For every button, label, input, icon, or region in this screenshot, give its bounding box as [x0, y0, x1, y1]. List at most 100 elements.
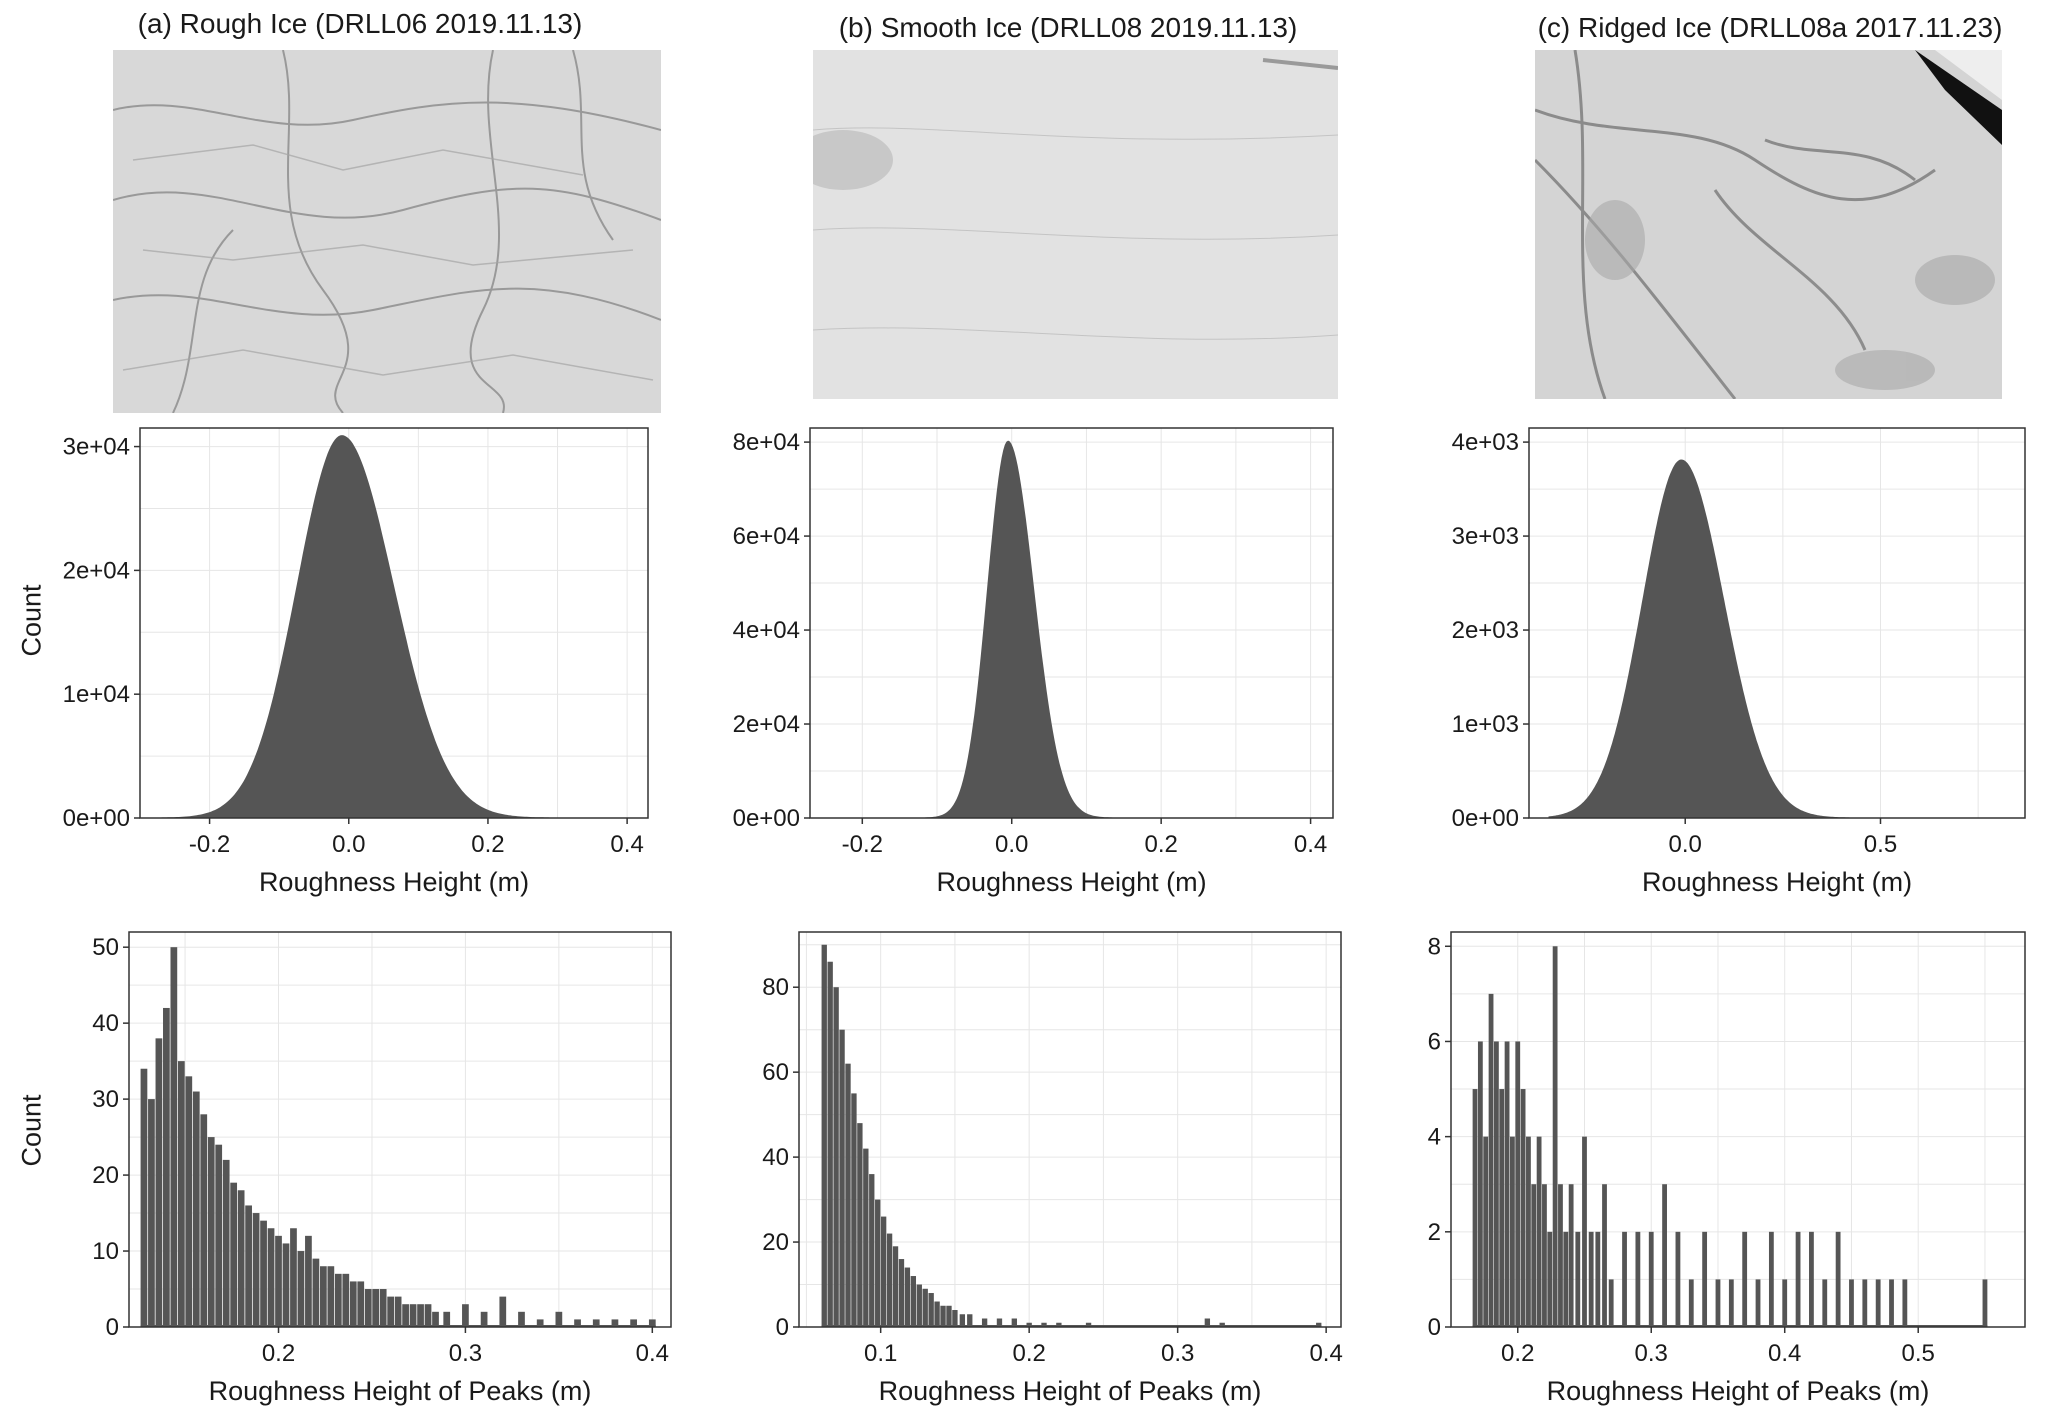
peak-hist-b-x-tick-label: 0.2	[1012, 1340, 1045, 1367]
peak-hist-b-bar	[839, 1029, 845, 1327]
peak-hist-c-bar	[1483, 1136, 1489, 1327]
peak-hist-a-plot: 0.2 0.3 0.4 0 10 20 30 40 50 Roughness Height of …	[92, 931, 672, 1406]
height-hist-c-y-tick-label: 3e+03	[1452, 523, 1519, 550]
peak-hist-c-bar	[1575, 1231, 1581, 1327]
peak-hist-c-bar	[1536, 1136, 1542, 1327]
peak-hist-a-bar	[630, 1319, 637, 1327]
peak-hist-c-bar	[1662, 1184, 1667, 1327]
peak-hist-c-bar	[1608, 1279, 1614, 1327]
peak-hist-a-bar	[462, 1304, 469, 1327]
peak-hist-b-bar	[827, 961, 833, 1327]
height-hist-b-plot: -0.2 0.0 0.2 0.4 0e+00 2e+04 4e+04 6e+04 8e+04 Ro…	[733, 427, 1334, 897]
height-hist-c-x-tick-label: 0.0	[1669, 831, 1702, 858]
peak-hist-c-bar	[1755, 1279, 1761, 1327]
height-hist-c-plot: 0.0 0.5 0e+00 1e+03 2e+03 3e+03 4e+03 Roughness…	[1452, 427, 2026, 897]
peak-hist-c-bar	[1728, 1279, 1734, 1327]
peak-hist-c-bar	[1835, 1231, 1841, 1327]
peak-hist-c-bar	[1558, 1184, 1563, 1327]
height-hist-c-y-tick-label: 4e+03	[1452, 429, 1519, 456]
peak-hist-c-bar	[1499, 1089, 1505, 1327]
peak-hist-a-y-tick-label: 40	[92, 1010, 119, 1037]
peak-hist-c-bar	[1477, 1041, 1483, 1327]
peak-hist-b-x-tick-label: 0.1	[864, 1340, 897, 1367]
peak-hist-b-x-axis-title: Roughness Height of Peaks (m)	[879, 1376, 1262, 1406]
peak-hist-a-bar	[252, 1213, 260, 1327]
peak-hist-b-bar	[821, 944, 827, 1327]
peak-hist-c-bar	[1795, 1231, 1801, 1327]
peak-hist-a-bar	[282, 1243, 290, 1327]
peak-hist-b-y-tick-label: 40	[762, 1144, 789, 1171]
peak-hist-a-bar	[215, 1144, 223, 1327]
height-hist-a-x-axis-title: Roughness Height (m)	[259, 867, 529, 897]
height-hist-a-x-tick-label: 0.0	[332, 831, 365, 858]
peak-hist-c-bar	[1688, 1279, 1694, 1327]
peak-hist-b-bar	[845, 1063, 851, 1327]
height-hist-b-y-tick-label: 0e+00	[733, 805, 800, 832]
peak-hist-a-bar	[499, 1296, 507, 1327]
peak-hist-b-bar	[967, 1314, 973, 1327]
peak-hist-a-bar	[327, 1266, 335, 1327]
peak-hist-c-bar	[1552, 946, 1558, 1327]
peak-hist-c-bar	[1568, 1184, 1574, 1327]
peak-hist-a-bar	[536, 1319, 544, 1327]
peak-hist-b-y-tick-label: 60	[762, 1059, 789, 1086]
peak-hist-a-bar	[230, 1182, 238, 1327]
panel-title-c: (c) Ridged Ice (DRLL08a 2017.11.23)	[1537, 12, 2003, 43]
peak-hist-a-bar	[148, 1099, 155, 1327]
height-hist-a-x-tick-label: 0.2	[471, 831, 504, 858]
peak-hist-a-bar	[260, 1220, 267, 1327]
peak-hist-a-bar	[480, 1311, 488, 1327]
height-hist-b-x-tick-label: -0.2	[842, 831, 883, 858]
peak-hist-a-x-axis-title: Roughness Height of Peaks (m)	[209, 1376, 592, 1406]
peak-hist-c-plot: 0.2 0.3 0.4 0.5 0 2 4 6 8 Roughness Height of Pea…	[1428, 931, 2026, 1406]
peak-hist-c-bar	[1531, 1184, 1537, 1327]
height-hist-b-x-tick-label: 0.0	[995, 831, 1028, 858]
peak-hist-b-bar	[922, 1288, 928, 1327]
peak-hist-a-y-tick-label: 50	[92, 934, 119, 961]
height-hist-c-x-axis-title: Roughness Height (m)	[1642, 867, 1912, 897]
peak-hist-a-bar	[200, 1114, 208, 1327]
height-hist-c-x-tick-label: 0.5	[1864, 831, 1897, 858]
peak-hist-a-bar	[424, 1304, 432, 1327]
peak-hist-b-bar	[1316, 1322, 1322, 1327]
peak-hist-a-bar	[237, 1190, 245, 1327]
peak-hist-c-bar	[1582, 1136, 1587, 1327]
height-hist-c-background	[1529, 428, 2025, 818]
peak-hist-c-bar	[1488, 993, 1494, 1327]
peak-hist-a-bar	[305, 1235, 312, 1327]
peak-hist-c-bar	[1768, 1231, 1774, 1327]
peak-hist-c-y-tick-label: 2	[1428, 1219, 1441, 1246]
peak-hist-c-border	[1450, 931, 2026, 1328]
peak-hist-c-bar	[1822, 1279, 1828, 1327]
peak-hist-a-bar	[222, 1159, 230, 1327]
peak-hist-a-bar	[364, 1289, 372, 1327]
height-hist-a-y-tick-label: 3e+04	[63, 434, 130, 461]
peak-hist-b-x-tick-label: 0.3	[1161, 1340, 1194, 1367]
height-hist-c-y-tick-label: 0e+00	[1452, 805, 1519, 832]
height-hist-b-y-tick-label: 4e+04	[733, 617, 800, 644]
peak-hist-b-plot: 0.1 0.2 0.3 0.4 0 20 40 60 80 Roughness Height of…	[762, 931, 1343, 1406]
peak-hist-c-bar	[1595, 1231, 1601, 1327]
peak-hist-c-bar	[1648, 1231, 1654, 1327]
peak-hist-b-bar	[916, 1284, 922, 1327]
peak-hist-a-y-tick-label: 10	[92, 1238, 119, 1265]
peak-hist-a-bar	[387, 1296, 395, 1327]
peak-hist-b-bar	[940, 1305, 946, 1327]
peak-hist-c-y-tick-label: 4	[1428, 1124, 1441, 1151]
peak-hist-a-x-tick-label: 0.2	[262, 1340, 295, 1367]
peak-hist-a-bar	[140, 1068, 148, 1327]
peak-hist-c-bar	[1504, 1041, 1510, 1327]
peak-hist-c-bar	[1702, 1231, 1708, 1327]
peak-hist-c-bar	[1862, 1279, 1868, 1327]
peak-hist-c-bar	[1715, 1279, 1721, 1327]
peak-hist-a-bar	[177, 1061, 185, 1327]
peak-hist-a-bar	[297, 1251, 305, 1327]
peak-hist-c-bar	[1622, 1231, 1627, 1327]
peak-hist-a-bar	[379, 1289, 387, 1327]
peak-hist-b-bar	[910, 1276, 917, 1327]
height-hist-b-y-tick-label: 2e+04	[733, 711, 800, 738]
height-hist-b-x-tick-label: 0.2	[1144, 831, 1177, 858]
peak-hist-a-x-tick-label: 0.3	[449, 1340, 482, 1367]
peak-hist-a-bar	[245, 1205, 252, 1327]
peak-hist-a-bar	[518, 1311, 525, 1327]
